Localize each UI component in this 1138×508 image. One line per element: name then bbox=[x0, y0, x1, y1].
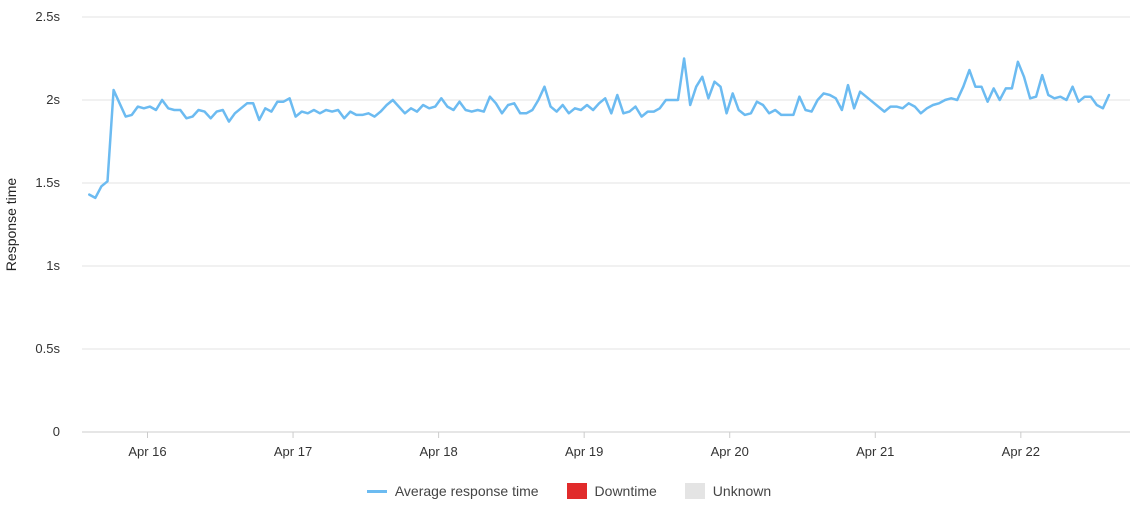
y-tick-label: 0 bbox=[53, 424, 60, 439]
series-layer bbox=[88, 57, 1111, 200]
series-line-average-response-time bbox=[88, 57, 1111, 200]
y-axis-ticks: 0 0.5s 1s 1.5s 2s 2.5s bbox=[35, 9, 60, 439]
x-tick-label: Apr 20 bbox=[711, 444, 749, 459]
legend-label: Unknown bbox=[712, 483, 772, 499]
y-tick-label: 2.5s bbox=[35, 9, 60, 24]
y-tick-label: 1.5s bbox=[35, 175, 60, 190]
legend: Average response time Downtime Unknown bbox=[0, 476, 1138, 506]
x-tick-label: Apr 21 bbox=[856, 444, 894, 459]
legend-label: Average response time bbox=[394, 483, 539, 499]
y-axis-title: Response time bbox=[3, 178, 19, 272]
legend-item-downtime[interactable]: Downtime bbox=[566, 483, 657, 499]
legend-line-swatch bbox=[366, 489, 387, 493]
x-tick-label: Apr 22 bbox=[1002, 444, 1040, 459]
y-tick-label: 2s bbox=[46, 92, 60, 107]
legend-box-swatch bbox=[684, 483, 705, 499]
response-time-chart: 0 0.5s 1s 1.5s 2s 2.5s Apr 16 Apr 17 Apr 18 Apr … bbox=[3, 9, 1130, 459]
legend-box-swatch bbox=[566, 483, 587, 499]
x-axis-ticks: Apr 16 Apr 17 Apr 18 Apr 19 Apr 20 Apr 21 Apr … bbox=[128, 432, 1040, 459]
y-tick-label: 1s bbox=[46, 258, 60, 273]
legend-item-average-response-time[interactable]: Average response time bbox=[366, 483, 539, 499]
gridlines bbox=[82, 16, 1130, 350]
legend-label: Downtime bbox=[594, 483, 657, 499]
x-tick-label: Apr 16 bbox=[128, 444, 166, 459]
x-tick-label: Apr 18 bbox=[419, 444, 457, 459]
y-tick-label: 0.5s bbox=[35, 341, 60, 356]
x-tick-label: Apr 19 bbox=[565, 444, 603, 459]
x-tick-label: Apr 17 bbox=[274, 444, 312, 459]
legend-item-unknown[interactable]: Unknown bbox=[684, 483, 772, 499]
